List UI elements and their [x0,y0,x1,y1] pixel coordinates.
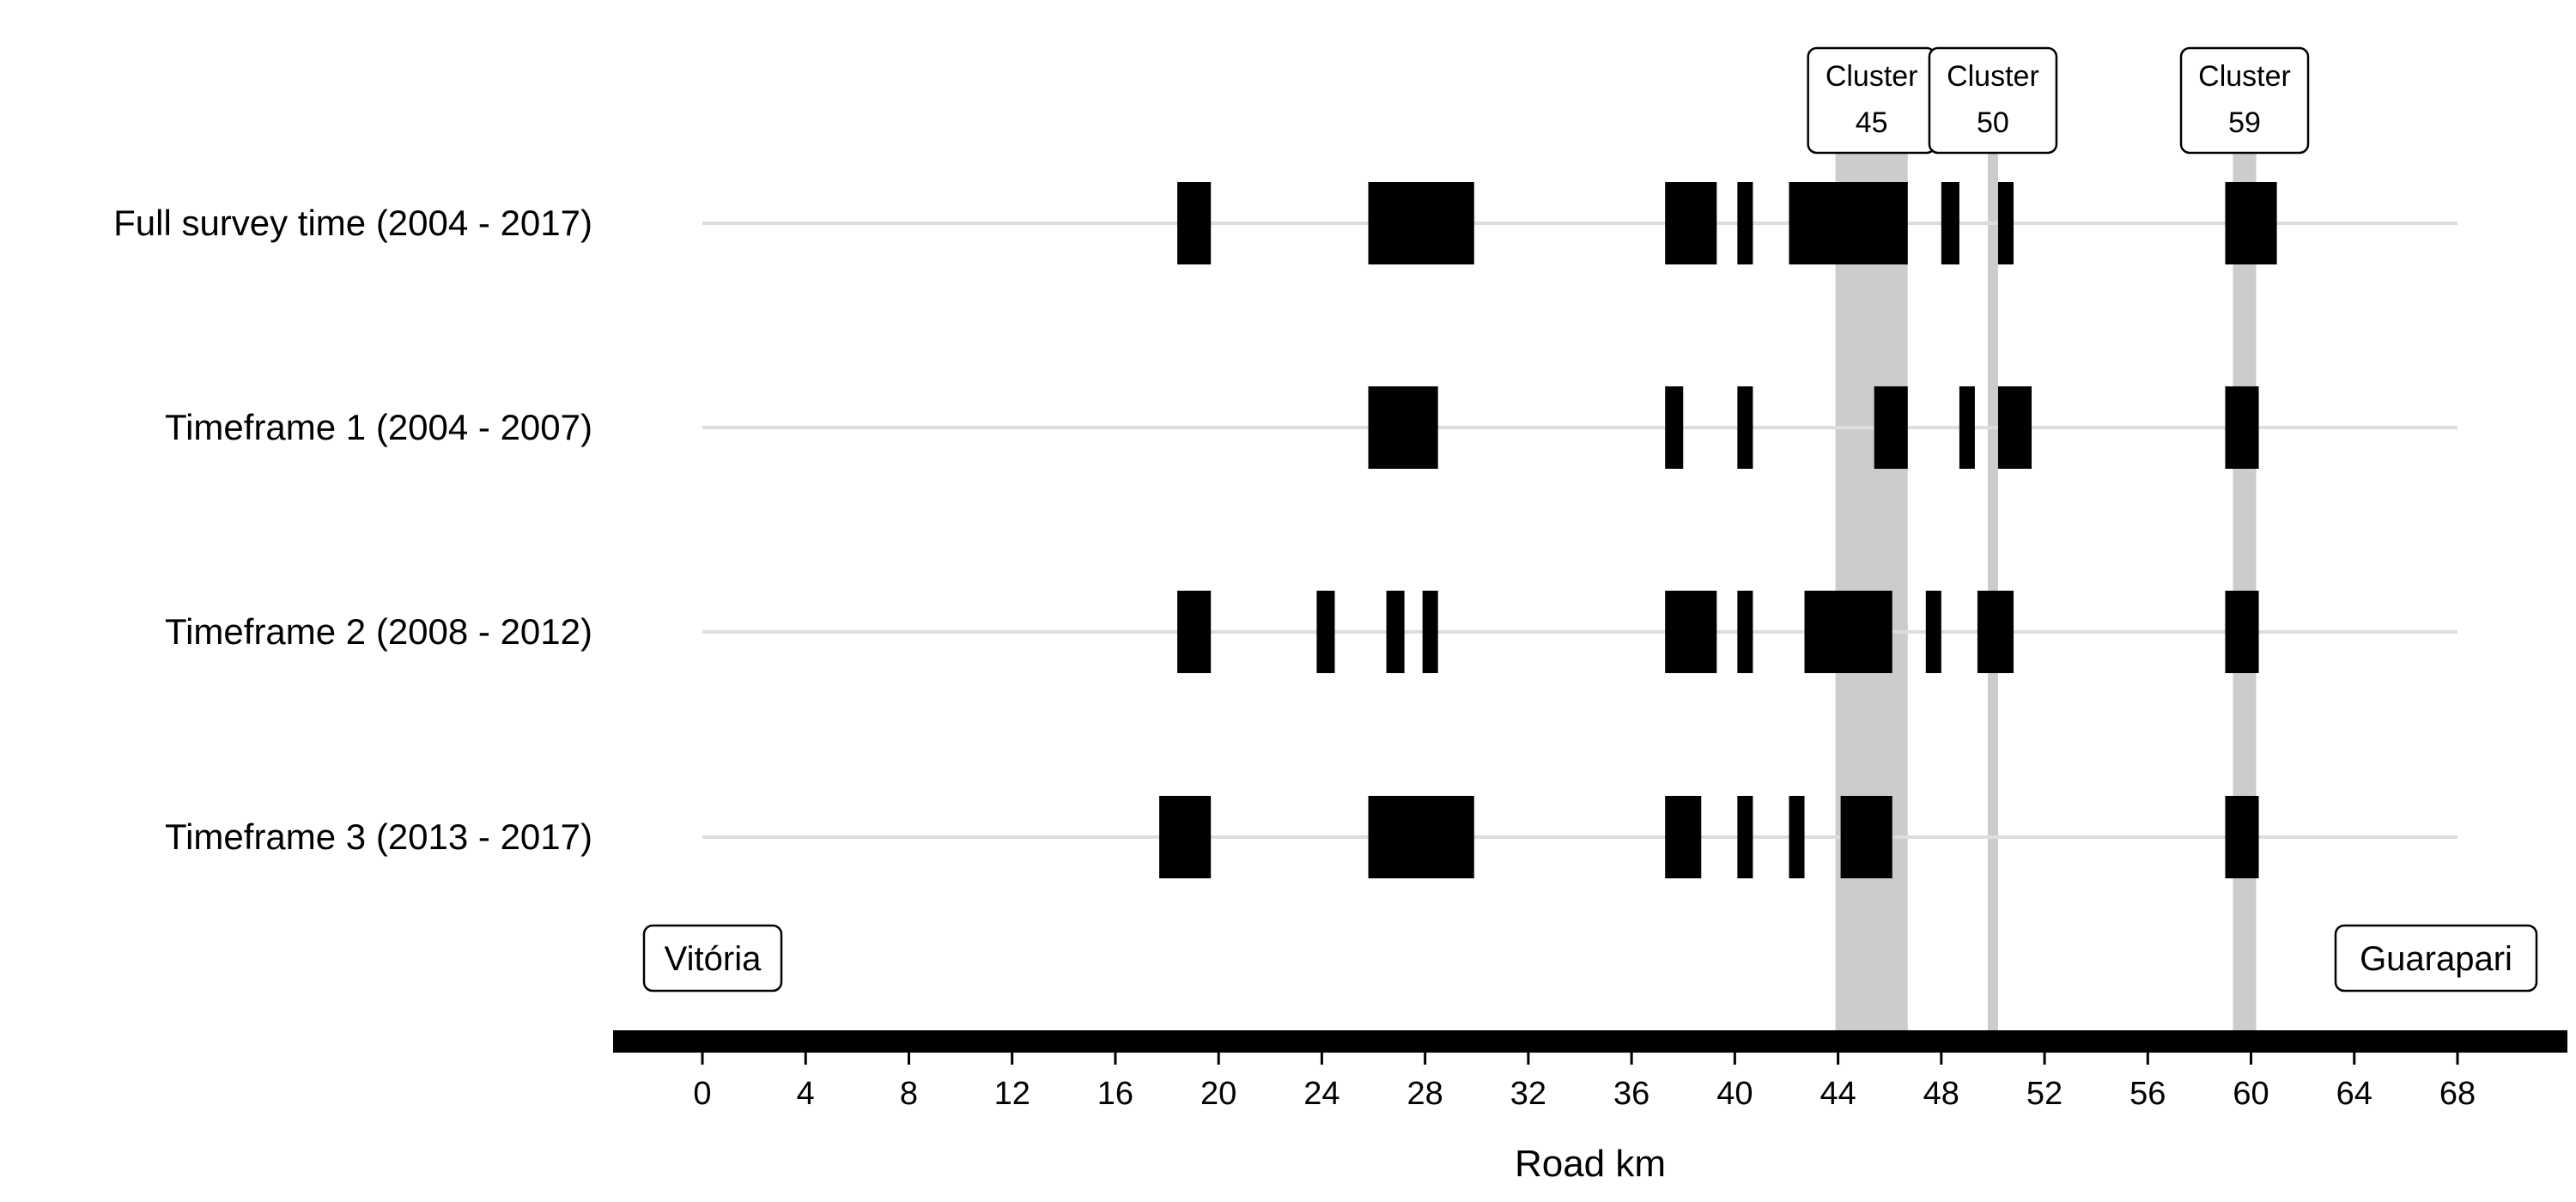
cluster-label-title: Cluster [1826,60,1918,93]
cluster-label: Cluster 59 [2179,46,2310,155]
cluster-label-title: Cluster [2198,60,2291,93]
segment-bar [1159,796,1212,878]
start-place-box [642,924,783,993]
segment-bar [1997,182,2014,264]
endpoint-labels: Vitória Guarapari [642,924,2538,993]
x-tick-label: 32 [1510,1076,1546,1112]
row-tracks [702,222,2458,839]
x-tick-label: 24 [1303,1076,1340,1112]
cluster-label-number: 50 [1977,106,2009,139]
segment-bar [1368,182,1474,264]
segment-bar [1316,591,1335,673]
segment-bar [1665,796,1702,878]
x-axis-ticks: 0 4 8 12 16 20 24 28 32 36 40 44 48 52 56 60 64 68 [693,1053,2476,1112]
segment-bar [1840,796,1893,878]
x-tick-label: 20 [1200,1076,1236,1112]
x-tick-label: 56 [2129,1076,2166,1112]
x-tick-label: 28 [1407,1076,1443,1112]
segment-bar [1665,182,1717,264]
segment-bar [1925,591,1941,673]
segment-bar [1665,386,1684,469]
x-tick-label: 8 [900,1076,918,1112]
segment-bar [1737,796,1753,878]
x-axis-title: Road km [1515,1143,1666,1185]
segment-bar [1997,386,2032,469]
segment-bar [1789,182,1908,264]
row-segments [1159,182,2277,878]
segment-bar [1368,796,1474,878]
row-labels: Full survey time (2004 - 2017) Timeframe … [113,203,592,857]
x-tick-label: 52 [2026,1076,2063,1112]
start-place-text: Vitória [665,940,762,978]
segment-bar [1422,591,1438,673]
x-tick-label: 4 [797,1076,815,1112]
segment-bar [2225,591,2259,673]
x-tick-label: 12 [994,1076,1030,1112]
cluster-label: Cluster 45 [1807,46,1936,155]
segment-bar [1177,182,1212,264]
x-tick-label: 60 [2233,1076,2269,1112]
x-tick-label: 64 [2336,1076,2372,1112]
x-tick-label: 44 [1820,1076,1856,1112]
row-label: Timeframe 2 (2008 - 2012) [165,611,592,652]
cluster-label-number: 59 [2228,106,2261,139]
segment-bar [1959,386,1975,469]
row-label: Timeframe 3 (2013 - 2017) [165,817,592,857]
segment-bar [2225,796,2259,878]
segment-bar [1804,591,1893,673]
cluster-label-number: 45 [1856,106,1888,139]
segment-bar [1177,591,1212,673]
segment-bar [2225,182,2277,264]
segment-bar [1941,182,1959,264]
start-place-label: Vitória [642,924,783,993]
segment-bar [1874,386,1908,469]
row-label: Full survey time (2004 - 2017) [113,203,592,243]
x-axis: 0 4 8 12 16 20 24 28 32 36 40 44 48 52 56 60 64 68 Road k… [613,1030,2567,1185]
segment-bar [1789,796,1805,878]
end-place-text: Guarapari [2360,940,2512,978]
segment-bar [1386,591,1405,673]
road-bar [613,1030,2567,1053]
cluster-bands [1835,153,2257,1030]
cluster-label-title: Cluster [1947,60,2039,93]
segment-bar [1737,182,1753,264]
segment-bar [1665,591,1717,673]
cluster-label: Cluster 50 [1928,46,2058,155]
x-tick-label: 16 [1097,1076,1133,1112]
x-tick-label: 68 [2439,1076,2476,1112]
segment-bar [1737,386,1753,469]
end-place-label: Guarapari [2334,924,2538,993]
segment-bar [2225,386,2259,469]
x-tick-label: 40 [1716,1076,1753,1112]
x-tick-label: 48 [1923,1076,1959,1112]
row-label: Timeframe 1 (2004 - 2007) [165,407,592,447]
segment-bar [1977,591,2014,673]
x-tick-label: 36 [1613,1076,1649,1112]
x-tick-label: 0 [693,1076,711,1112]
cluster-labels: Cluster 45 Cluster 50 Cluster 59 [1807,46,2310,155]
end-place-box [2334,924,2538,993]
cluster-label-box [2179,46,2310,155]
segment-bar [1368,386,1438,469]
segment-bar [1737,591,1753,673]
cluster-label-box [1928,46,2058,155]
